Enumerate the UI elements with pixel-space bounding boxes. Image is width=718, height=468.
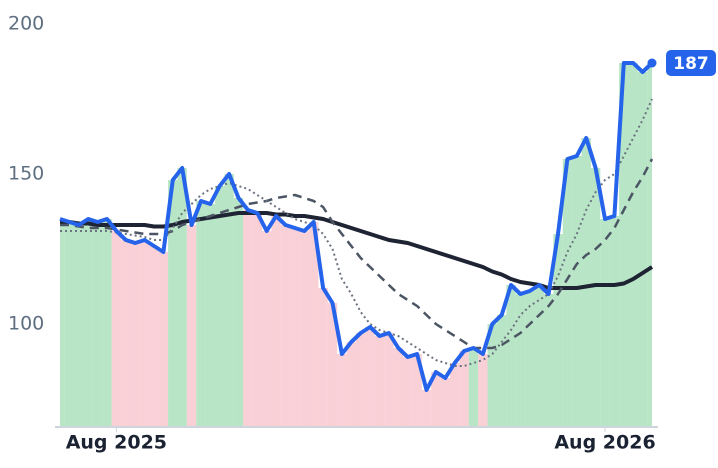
band-bar bbox=[478, 354, 488, 426]
band-bar bbox=[149, 246, 159, 426]
band-bar bbox=[562, 159, 573, 426]
band-bar bbox=[337, 354, 347, 426]
band-bar bbox=[468, 348, 479, 426]
band-bar bbox=[572, 156, 582, 426]
band-bar bbox=[487, 324, 497, 426]
band-bar bbox=[168, 180, 178, 426]
band-bar bbox=[309, 222, 319, 426]
y-tick-label: 100 bbox=[8, 313, 44, 335]
y-tick-label: 150 bbox=[8, 163, 44, 185]
band-bar bbox=[525, 291, 535, 426]
band-bar bbox=[280, 225, 291, 426]
band-bar bbox=[64, 222, 75, 426]
band-bar bbox=[600, 219, 610, 426]
band-bar bbox=[60, 219, 65, 426]
band-bar bbox=[243, 210, 253, 426]
badge bbox=[666, 50, 716, 76]
band-bar bbox=[158, 252, 169, 426]
band-bar bbox=[581, 138, 591, 426]
band-bar bbox=[553, 234, 563, 426]
band-bar bbox=[290, 228, 300, 426]
series-line bbox=[59, 61, 654, 392]
band-bar bbox=[534, 285, 544, 426]
band-bar bbox=[637, 72, 648, 426]
band-bar bbox=[365, 327, 375, 426]
band-bar bbox=[384, 333, 394, 426]
band-bar bbox=[271, 216, 281, 426]
band-bar bbox=[647, 63, 652, 426]
x-tick-label: Aug 2026 bbox=[554, 432, 655, 454]
band-bar bbox=[186, 225, 197, 426]
band-bar bbox=[121, 240, 131, 426]
band-bar bbox=[111, 231, 122, 426]
band-bar bbox=[431, 372, 441, 426]
band-bar bbox=[327, 303, 338, 426]
band-bar bbox=[196, 201, 206, 426]
band-bar bbox=[356, 333, 366, 426]
band-bar bbox=[215, 186, 225, 426]
band-bar bbox=[590, 168, 601, 426]
series-line bbox=[60, 158, 654, 350]
band-bar bbox=[130, 243, 140, 426]
band-bar bbox=[252, 213, 263, 426]
band-bar bbox=[92, 222, 103, 426]
band-bar bbox=[374, 336, 385, 426]
band-bar bbox=[346, 342, 356, 426]
band-bar bbox=[402, 357, 413, 426]
band-bar bbox=[102, 219, 112, 426]
band-bar bbox=[233, 198, 244, 426]
band-bar bbox=[139, 240, 150, 426]
band-bar bbox=[543, 294, 554, 426]
band-bar bbox=[318, 288, 328, 426]
band-bar bbox=[224, 174, 234, 426]
band-bar bbox=[609, 216, 620, 426]
band-bar bbox=[83, 219, 93, 426]
band-bar bbox=[506, 285, 516, 426]
band-bar bbox=[515, 294, 526, 426]
band-bar bbox=[628, 63, 638, 426]
band-bar bbox=[205, 204, 216, 426]
band-bar bbox=[74, 225, 84, 426]
band-bar bbox=[619, 63, 629, 426]
x-tick-label: Aug 2025 bbox=[66, 432, 167, 454]
band-bar bbox=[449, 363, 460, 426]
band-bar bbox=[262, 231, 272, 426]
y-tick-label: 200 bbox=[8, 13, 44, 35]
band-bar bbox=[496, 315, 507, 426]
band-bar bbox=[459, 351, 469, 426]
series-line bbox=[60, 211, 654, 290]
band-bar bbox=[440, 378, 450, 426]
band-bar bbox=[177, 168, 187, 426]
band-bar bbox=[412, 354, 422, 426]
band-bar bbox=[421, 390, 432, 426]
band-bar bbox=[299, 231, 310, 426]
last-point bbox=[647, 58, 657, 68]
last-price-label: 187 bbox=[673, 54, 709, 74]
band-bar bbox=[393, 348, 403, 426]
